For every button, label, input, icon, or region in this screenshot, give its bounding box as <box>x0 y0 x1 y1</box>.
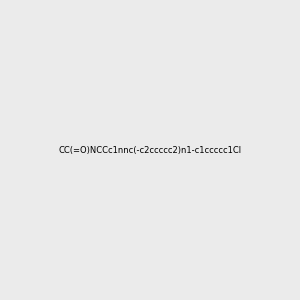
Text: CC(=O)NCCc1nnc(-c2ccccc2)n1-c1ccccc1Cl: CC(=O)NCCc1nnc(-c2ccccc2)n1-c1ccccc1Cl <box>58 146 242 154</box>
